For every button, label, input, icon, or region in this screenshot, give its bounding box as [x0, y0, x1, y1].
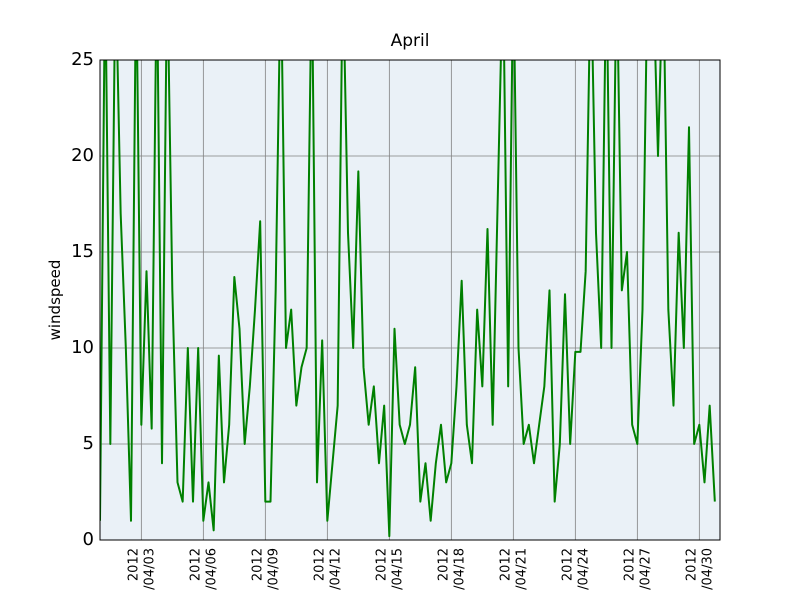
x-tick-label: 2012/04/27 [622, 548, 653, 590]
y-tick-label: 15 [71, 241, 94, 262]
y-tick-label: 10 [71, 337, 94, 358]
x-tick-label: 2012/04/12 [312, 548, 343, 590]
plot-frame [99, 59, 721, 541]
x-tick-label: 2012/04/30 [684, 548, 715, 590]
x-tick-label: 2012/04/15 [374, 548, 405, 590]
x-tick-label: 2012/04/06 [188, 548, 219, 590]
y-tick-label: 0 [83, 529, 94, 550]
x-tick-label: 2012/04/09 [250, 548, 281, 590]
x-tick-label: 2012/04/21 [498, 548, 529, 590]
chart-title: April [391, 31, 430, 51]
plot-background [100, 60, 720, 540]
y-tick-label: 25 [71, 49, 94, 70]
x-tick-label: 2012/04/18 [436, 548, 467, 590]
data-line [100, 60, 716, 538]
x-tick-label: 2012/04/24 [560, 548, 591, 590]
y-axis-label: windspeed [46, 260, 64, 341]
y-tick-label: 5 [83, 433, 94, 454]
x-tick-label: 2012/04/03 [126, 548, 157, 590]
y-tick-label: 20 [71, 145, 94, 166]
